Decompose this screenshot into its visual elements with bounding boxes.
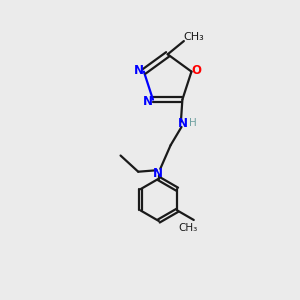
Text: O: O <box>192 64 202 76</box>
Text: CH₃: CH₃ <box>179 224 198 233</box>
Text: N: N <box>134 64 144 76</box>
Text: N: N <box>178 117 188 130</box>
Text: CH₃: CH₃ <box>184 32 205 42</box>
Text: N: N <box>143 94 153 108</box>
Text: N: N <box>153 167 163 180</box>
Text: H: H <box>189 118 197 128</box>
